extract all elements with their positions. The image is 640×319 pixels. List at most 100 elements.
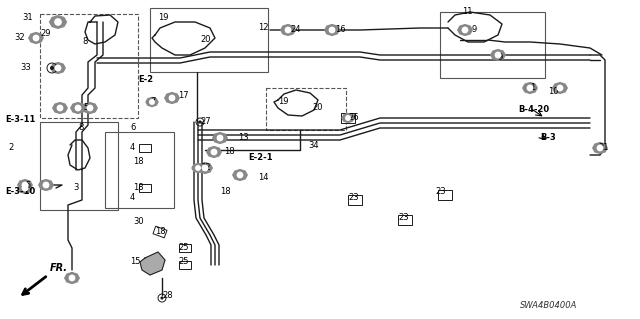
Bar [40, 122, 118, 210]
Text: 9: 9 [498, 54, 503, 63]
Text: 18: 18 [224, 147, 235, 157]
Circle shape [87, 105, 93, 111]
Circle shape [218, 135, 223, 141]
Polygon shape [29, 33, 44, 43]
Text: B-4-20: B-4-20 [518, 106, 549, 115]
Circle shape [70, 276, 74, 280]
Text: 8: 8 [82, 38, 88, 47]
Text: 15: 15 [130, 257, 141, 266]
Text: 20: 20 [200, 35, 211, 44]
Text: 19: 19 [278, 98, 289, 107]
Bar [139, 144, 151, 152]
Bar [139, 184, 151, 192]
Text: E-2-1: E-2-1 [248, 153, 273, 162]
Circle shape [76, 105, 81, 111]
Circle shape [330, 27, 335, 33]
Circle shape [202, 165, 208, 171]
Text: 27: 27 [200, 117, 211, 127]
Polygon shape [523, 83, 537, 93]
Polygon shape [52, 103, 67, 113]
Polygon shape [50, 16, 67, 28]
Text: 12: 12 [258, 24, 269, 33]
Circle shape [198, 120, 202, 123]
Bar [179, 244, 191, 252]
Text: 28: 28 [162, 291, 173, 300]
Text: SWA4B0400A: SWA4B0400A [520, 300, 577, 309]
Text: 5: 5 [83, 103, 88, 113]
Text: 6: 6 [130, 123, 136, 132]
Circle shape [44, 182, 49, 188]
Text: E-3-10: E-3-10 [5, 188, 35, 197]
Text: 3: 3 [73, 183, 78, 192]
Circle shape [55, 65, 61, 71]
Bar [40, 14, 138, 118]
Circle shape [211, 149, 217, 155]
Text: B-3: B-3 [540, 133, 556, 143]
Polygon shape [165, 93, 179, 103]
Text: 2: 2 [8, 144, 13, 152]
Circle shape [527, 85, 532, 91]
Circle shape [346, 116, 350, 120]
Text: 26: 26 [348, 114, 358, 122]
Text: E-2: E-2 [138, 76, 153, 85]
Bar [438, 190, 452, 200]
Polygon shape [192, 164, 204, 173]
Polygon shape [146, 98, 158, 107]
Text: 34: 34 [308, 140, 319, 150]
Text: 33: 33 [20, 63, 31, 72]
Text: 11: 11 [462, 8, 472, 17]
Text: 29: 29 [40, 29, 51, 39]
Text: 23: 23 [435, 188, 445, 197]
Polygon shape [342, 114, 354, 122]
Circle shape [22, 185, 28, 191]
Bar [266, 88, 346, 130]
Text: 25: 25 [178, 243, 189, 253]
Circle shape [597, 145, 603, 151]
Text: 18: 18 [155, 227, 166, 236]
Text: 16: 16 [335, 26, 346, 34]
Text: 8: 8 [78, 123, 83, 132]
Polygon shape [140, 252, 165, 275]
Circle shape [462, 27, 468, 33]
Bar [398, 215, 412, 225]
Text: 9: 9 [472, 26, 477, 34]
Text: 23: 23 [348, 194, 358, 203]
Text: 10: 10 [548, 87, 559, 97]
Circle shape [69, 275, 75, 281]
Text: 18: 18 [133, 183, 143, 192]
Circle shape [58, 105, 63, 111]
Polygon shape [458, 25, 472, 35]
Polygon shape [212, 133, 227, 144]
Polygon shape [39, 180, 53, 190]
Bar [440, 12, 545, 78]
Circle shape [55, 19, 61, 25]
Text: FR.: FR. [50, 263, 68, 273]
Text: E-3-11: E-3-11 [5, 115, 35, 124]
Polygon shape [325, 25, 339, 35]
Circle shape [33, 35, 38, 41]
Polygon shape [18, 180, 32, 190]
Polygon shape [18, 182, 32, 193]
Polygon shape [553, 83, 567, 93]
Text: 30: 30 [133, 218, 143, 226]
Bar [179, 261, 191, 269]
Bar [153, 226, 167, 238]
Text: 17: 17 [178, 91, 189, 100]
Circle shape [150, 100, 154, 104]
Text: 19: 19 [158, 13, 168, 23]
Polygon shape [281, 25, 295, 35]
Polygon shape [51, 63, 65, 73]
Circle shape [22, 182, 28, 188]
Circle shape [170, 95, 175, 101]
Circle shape [50, 66, 54, 70]
Bar [150, 8, 268, 72]
Text: 20: 20 [312, 103, 323, 113]
Bar [105, 132, 174, 208]
Polygon shape [65, 273, 79, 283]
Polygon shape [83, 103, 97, 113]
Text: 4: 4 [130, 144, 135, 152]
Text: 1: 1 [530, 84, 535, 93]
Text: 5: 5 [25, 181, 30, 189]
Text: 31: 31 [22, 13, 33, 23]
Text: 24: 24 [290, 26, 301, 34]
